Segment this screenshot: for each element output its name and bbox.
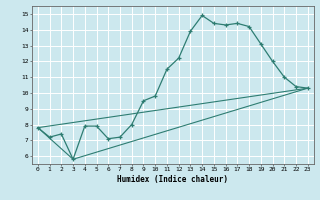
X-axis label: Humidex (Indice chaleur): Humidex (Indice chaleur) [117,175,228,184]
